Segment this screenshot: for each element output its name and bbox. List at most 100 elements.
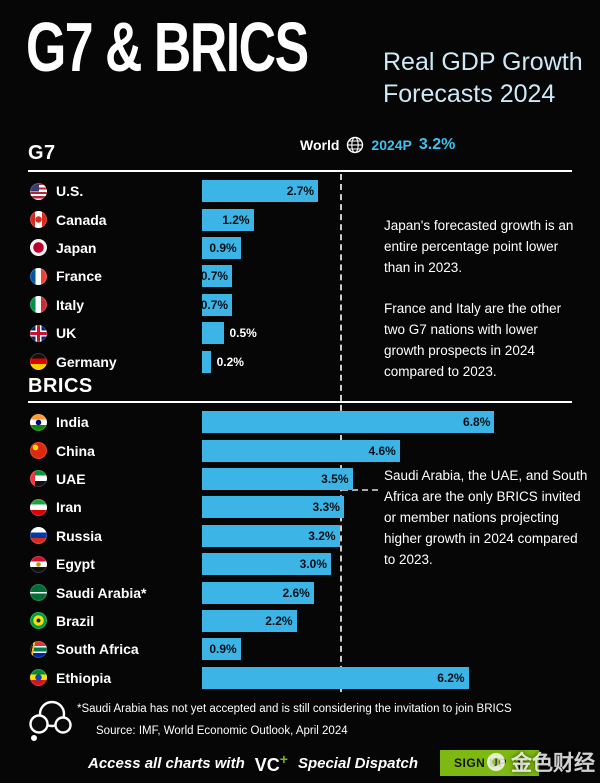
- gdp-bar-india: 6.8%: [202, 411, 495, 434]
- country-label: Egypt: [56, 556, 95, 573]
- italy-flag-icon: [30, 296, 47, 314]
- gdp-bar-ethiopia: 6.2%: [202, 666, 469, 689]
- saudi-flag-icon: [30, 584, 47, 602]
- arrow-right-icon: ❯: [514, 757, 525, 770]
- us-flag-icon: [30, 182, 47, 200]
- chart-row-southafrica: South Africa 0.9%: [28, 635, 572, 663]
- chart-row-egypt: Egypt 3.0%: [28, 550, 572, 578]
- bar-value-label: 2.7%: [286, 184, 315, 199]
- chart-row-ethiopia: Ethiopia 6.2%: [28, 664, 572, 692]
- russia-flag-icon: [30, 527, 47, 545]
- japan-flag-icon: [30, 239, 47, 257]
- source-citation: Source: IMF, World Economic Outlook, Apr…: [96, 725, 348, 737]
- egypt-flag-icon: [30, 555, 47, 573]
- china-flag-icon: [30, 442, 47, 460]
- chart-row-italy: Italy 0.7%: [28, 291, 572, 319]
- watermark-text: 金色财经: [511, 752, 595, 775]
- chart-row-saudi: Saudi Arabia* 2.6%: [28, 578, 572, 606]
- bar-value-label: 3.0%: [299, 557, 327, 572]
- bar-value-label: 3.5%: [321, 471, 349, 486]
- g7-divider-line: [28, 170, 572, 172]
- bar-value-label: 1.2%: [222, 212, 250, 227]
- southafrica-flag-icon: [30, 640, 47, 658]
- bar-value-label: 3.2%: [308, 528, 336, 543]
- country-label: U.S.: [56, 183, 84, 200]
- chart-row-china: China 4.6%: [28, 436, 572, 464]
- bar-value-label: 0.7%: [200, 269, 229, 284]
- section-label-brics: BRICS: [28, 375, 93, 397]
- bar-value-label: 2.2%: [265, 613, 293, 628]
- bar-track: 3.3%: [202, 493, 572, 521]
- poster-subtitle: Real GDP Growth Forecasts 2024: [383, 46, 583, 110]
- gdp-bar-southafrica: 0.9%: [202, 638, 241, 661]
- gdp-bar-egypt: 3.0%: [202, 553, 331, 576]
- bar-track: 2.7%: [202, 177, 572, 205]
- country-label: China: [56, 442, 95, 459]
- poster-title: G7 & BRICS: [26, 8, 309, 86]
- bar-value-label: 0.9%: [209, 642, 237, 657]
- visual-capitalist-cloud-logo: [29, 700, 72, 741]
- gdp-bar-uae: 3.5%: [202, 467, 353, 490]
- chart-row-us: U.S. 2.7%: [28, 177, 572, 205]
- gdp-bar-canada: 1.2%: [202, 208, 254, 231]
- chart-row-uk: UK 0.5%: [28, 319, 572, 347]
- g7-annotation-para-2: France and Italy are the other two G7 na…: [384, 300, 562, 379]
- brics-bar-chart: India 6.8% China 4.6% UAE 3.5% Iran 3.3% Russia 3…: [28, 408, 572, 692]
- chart-row-india: India 6.8%: [28, 408, 572, 436]
- vc-logo-text: VC: [254, 754, 280, 775]
- section-label-g7: G7: [28, 142, 56, 164]
- ethiopia-flag-icon: [30, 669, 47, 687]
- gdp-bar-saudi: 2.6%: [202, 581, 314, 604]
- uk-flag-icon: [30, 324, 47, 342]
- bar-track: 0.7%: [201, 291, 572, 319]
- bar-value-label: 6.2%: [437, 670, 465, 685]
- bar-track: 2.2%: [202, 607, 572, 635]
- bar-value-label: 0.2%: [216, 354, 244, 369]
- bar-value-label: 6.8%: [463, 415, 491, 430]
- g7-annotation: Japan's forecasted growth is an entire p…: [384, 216, 580, 402]
- brazil-flag-icon: [30, 612, 47, 630]
- country-label: France: [56, 268, 102, 285]
- bar-track: 0.9%: [202, 234, 572, 262]
- chart-row-uae: UAE 3.5%: [28, 465, 572, 493]
- bar-track: 1.2%: [202, 205, 572, 233]
- bar-track: 3.2%: [202, 522, 572, 550]
- bar-value-label: 0.5%: [229, 326, 257, 341]
- brics-divider-line: [28, 401, 572, 403]
- gdp-bar-uk: [202, 322, 224, 345]
- uae-flag-icon: [30, 470, 47, 488]
- watermark: 金色财经: [487, 747, 595, 777]
- country-label: India: [56, 414, 89, 431]
- gdp-bar-us: 2.7%: [202, 180, 319, 203]
- bar-value-label: 2.6%: [282, 585, 310, 600]
- subtitle-line-1: Real GDP Growth: [383, 48, 583, 76]
- country-label: UAE: [56, 470, 86, 487]
- country-label: Russia: [56, 527, 102, 544]
- saudi-footnote: *Saudi Arabia has not yet accepted and i…: [77, 703, 512, 715]
- chart-row-brazil: Brazil 2.2%: [28, 607, 572, 635]
- bar-value-label: 0.9%: [209, 240, 237, 255]
- vc-plus-logo: VC+: [255, 751, 288, 776]
- country-label: South Africa: [56, 641, 139, 658]
- chart-row-japan: Japan 0.9%: [28, 234, 572, 262]
- gdp-bar-brazil: 2.2%: [202, 609, 297, 632]
- bar-track: 2.6%: [202, 578, 572, 606]
- subtitle-line-2: Forecasts 2024: [383, 80, 556, 108]
- gdp-bar-italy: 0.7%: [201, 293, 233, 316]
- bar-track: 4.6%: [202, 436, 572, 464]
- bar-track: 3.5%: [202, 465, 572, 493]
- india-flag-icon: [30, 413, 47, 431]
- world-forecast-value: 3.2%: [418, 136, 456, 153]
- special-dispatch-label: Special Dispatch: [297, 754, 418, 772]
- brics-annotation-para: Saudi Arabia, the UAE, and South Africa …: [384, 468, 588, 567]
- bar-track: 0.2%: [202, 347, 572, 375]
- footer-bar: Access all charts with VC+ Special Dispa…: [88, 750, 539, 776]
- globe-icon: [346, 136, 364, 154]
- g7-annotation-para-1: Japan's forecasted growth is an entire p…: [384, 218, 574, 275]
- chart-row-germany: Germany 0.2%: [28, 347, 572, 375]
- country-label: Italy: [56, 296, 85, 313]
- gdp-bar-japan: 0.9%: [202, 236, 241, 259]
- gdp-bar-germany: [202, 350, 211, 373]
- country-label: Saudi Arabia*: [56, 584, 147, 601]
